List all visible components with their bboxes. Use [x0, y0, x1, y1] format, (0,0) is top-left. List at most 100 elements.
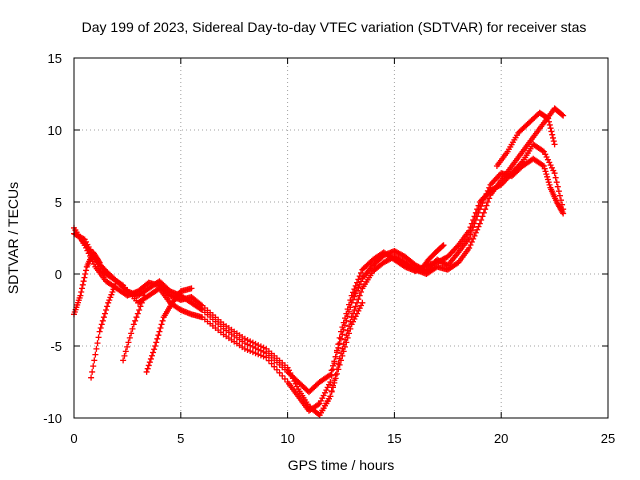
data-point [351, 307, 358, 313]
data-point [338, 335, 344, 342]
data-point [96, 328, 103, 335]
data-point [346, 330, 353, 337]
data-point [548, 164, 555, 171]
data-point [544, 176, 551, 183]
data-point [553, 179, 560, 186]
y-tick-label: 0 [55, 267, 62, 282]
data-point [273, 366, 280, 373]
data-point [335, 341, 342, 348]
data-point [343, 339, 350, 346]
data-point [88, 374, 95, 381]
data-point [320, 392, 327, 399]
data-point [327, 371, 334, 378]
data-point [244, 341, 251, 348]
data-point [540, 163, 547, 169]
series-arc-a [71, 105, 567, 419]
data-point [125, 339, 132, 346]
data-point [81, 274, 88, 281]
data-point [468, 238, 475, 245]
data-point [319, 395, 326, 402]
data-point [141, 292, 148, 299]
x-tick-label: 15 [387, 431, 401, 446]
data-point [548, 128, 555, 135]
data-point [546, 181, 553, 188]
data-point [339, 324, 346, 331]
data-point [151, 346, 158, 353]
data-point [333, 347, 340, 354]
data-point [348, 321, 355, 328]
data-point [544, 173, 551, 180]
data-point [78, 289, 85, 295]
data-point [543, 171, 550, 178]
data-point [128, 330, 135, 337]
data-point [106, 297, 113, 304]
data-point [560, 112, 567, 119]
data-point [152, 343, 159, 349]
data-point [544, 156, 551, 163]
y-axis-label: SDTVAR / TECUs [5, 182, 21, 294]
data-point [354, 299, 361, 306]
data-point [474, 226, 481, 233]
data-point [549, 131, 556, 138]
y-tick-label: 5 [55, 195, 62, 210]
series-arc-e [88, 278, 120, 381]
data-point [484, 199, 491, 205]
data-point [355, 307, 362, 314]
data-point [247, 348, 254, 355]
data-point [335, 361, 342, 367]
data-point [443, 261, 450, 268]
data-point [252, 345, 259, 352]
data-point [145, 362, 152, 369]
data-point [559, 111, 566, 118]
data-point [136, 307, 143, 313]
data-point [544, 114, 551, 121]
data-point [439, 242, 446, 249]
data-point [351, 293, 358, 300]
data-point [339, 331, 346, 338]
data-point [336, 361, 343, 368]
data-point [336, 334, 343, 341]
data-point [468, 220, 475, 227]
x-tick-label: 25 [601, 431, 615, 446]
data-point [140, 296, 147, 303]
data-point [479, 213, 486, 220]
data-point [155, 286, 162, 293]
data-point [93, 345, 100, 352]
data-point [126, 334, 133, 341]
data-point [328, 367, 335, 374]
data-point [293, 383, 300, 390]
data-point [257, 352, 264, 359]
data-point [550, 167, 557, 174]
data-point [355, 296, 362, 303]
data-point [157, 325, 164, 331]
data-point [146, 359, 153, 366]
data-point [340, 348, 347, 355]
data-point [466, 227, 473, 234]
data-point [545, 179, 552, 186]
data-point [556, 192, 563, 199]
data-point [148, 352, 155, 359]
data-point [247, 342, 254, 349]
data-point [98, 321, 105, 328]
data-point [554, 183, 561, 190]
y-axis-ticks: -10 -5 0 5 10 15 [43, 51, 608, 426]
data-point [352, 282, 359, 289]
data-point [111, 283, 118, 290]
data-point [440, 242, 447, 249]
data-point [101, 310, 108, 317]
data-point [279, 372, 286, 379]
data-point [124, 343, 131, 350]
data-point [244, 346, 251, 353]
data-point [144, 365, 151, 372]
data-point [100, 314, 107, 321]
x-tick-label: 0 [70, 431, 77, 446]
data-point [555, 188, 562, 195]
data-point [545, 115, 552, 122]
data-point [333, 370, 340, 377]
data-point [471, 213, 478, 220]
data-point [252, 350, 259, 357]
data-point [91, 357, 98, 364]
data-point [467, 242, 474, 249]
data-point [546, 121, 553, 128]
data-point [104, 303, 111, 310]
